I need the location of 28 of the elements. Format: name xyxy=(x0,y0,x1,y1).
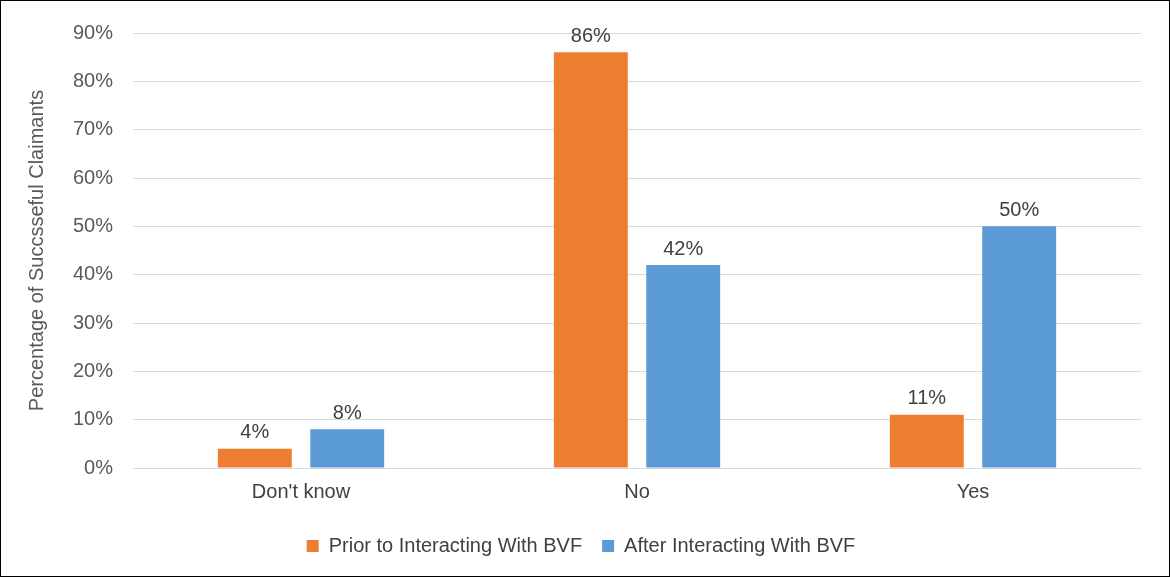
bar xyxy=(310,429,385,468)
bar xyxy=(982,226,1057,468)
y-tick-label: 0% xyxy=(84,455,114,478)
y-tick-label: 90% xyxy=(73,20,114,43)
bar xyxy=(646,265,721,468)
legend-label: After Interacting With BVF xyxy=(624,533,856,556)
y-tick-label: 60% xyxy=(73,165,114,188)
y-tick-label: 80% xyxy=(73,68,114,91)
y-axis-title: Percentage of Succsseful Claimants xyxy=(24,89,47,412)
x-tick-label: No xyxy=(624,479,650,502)
data-label: 86% xyxy=(570,23,612,46)
bar xyxy=(889,414,964,468)
bar xyxy=(217,448,292,468)
x-tick-label: Yes xyxy=(956,479,990,502)
bar xyxy=(553,52,628,468)
data-label: 42% xyxy=(663,236,704,259)
data-label: 8% xyxy=(332,400,362,423)
data-label: 11% xyxy=(907,386,947,409)
legend-label: Prior to Interacting With BVF xyxy=(328,533,583,556)
y-tick-label: 40% xyxy=(73,262,114,285)
y-tick-label: 10% xyxy=(73,407,114,430)
y-tick-label: 70% xyxy=(73,117,114,140)
x-tick-label: Don't know xyxy=(251,479,351,502)
y-tick-label: 20% xyxy=(73,358,114,381)
y-tick-label: 50% xyxy=(73,213,114,236)
y-tick-label: 30% xyxy=(73,310,114,333)
data-label: 50% xyxy=(999,197,1040,220)
data-label: 4% xyxy=(240,420,270,443)
